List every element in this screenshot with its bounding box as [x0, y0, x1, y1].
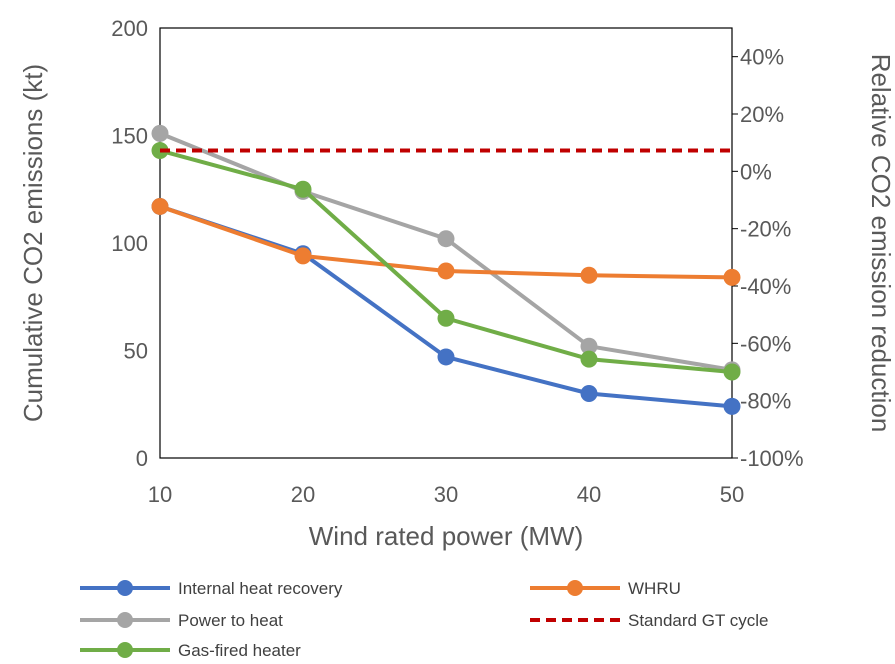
- legend: Internal heat recovery WHRU Power to heat S…: [80, 579, 768, 660]
- data-point: [151, 124, 169, 142]
- data-point: [723, 268, 741, 286]
- y2-tick-label: 20%: [740, 102, 784, 127]
- legend-item: Gas-fired heater: [80, 641, 301, 660]
- legend-marker: [117, 580, 133, 596]
- legend-marker: [117, 612, 133, 628]
- legend-marker: [567, 580, 583, 596]
- y2-tick-label: 0%: [740, 159, 772, 184]
- y2-tick-label: -100%: [740, 446, 804, 471]
- legend-item: Power to heat: [80, 611, 283, 630]
- data-point: [580, 337, 598, 355]
- legend-label: WHRU: [628, 579, 681, 598]
- legend-marker: [117, 642, 133, 658]
- legend-label: Internal heat recovery: [178, 579, 343, 598]
- data-point: [437, 262, 455, 280]
- x-tick-label: 10: [148, 482, 172, 507]
- x-tick-label: 50: [720, 482, 744, 507]
- y2-tick-label: -60%: [740, 331, 791, 356]
- series-line: [159, 148, 733, 374]
- data-point: [723, 397, 741, 415]
- data-point: [580, 266, 598, 284]
- legend-item: Standard GT cycle: [530, 611, 768, 630]
- data-point: [580, 385, 598, 402]
- y-tick-label: 0: [136, 446, 148, 471]
- data-point: [723, 363, 741, 381]
- y-tick-label: 50: [124, 339, 148, 364]
- data-point: [294, 247, 312, 265]
- x-tick-label: 30: [434, 482, 458, 507]
- x-axis-title: Wind rated power (MW): [309, 521, 584, 551]
- series-layer: [151, 124, 741, 415]
- y-tick-label: 150: [111, 124, 148, 149]
- legend-item: WHRU: [530, 579, 681, 598]
- data-point: [151, 197, 169, 215]
- y2-tick-label: 40%: [740, 45, 784, 70]
- plot-area-frame: [159, 27, 733, 459]
- legend-item: Internal heat recovery: [80, 579, 343, 598]
- data-point: [437, 309, 455, 327]
- y-axis-title: Cumulative CO2 emissions (kt): [18, 64, 48, 422]
- y-tick-label: 100: [111, 231, 148, 256]
- x-tick-label: 40: [577, 482, 601, 507]
- legend-label: Gas-fired heater: [178, 641, 301, 660]
- y2-tick-label: -40%: [740, 274, 791, 299]
- y2-tick-label: -80%: [740, 389, 791, 414]
- data-point: [437, 348, 455, 366]
- data-point: [580, 350, 598, 368]
- series-line: [159, 131, 733, 372]
- y-tick-label: 200: [111, 16, 148, 41]
- y2-axis-ticks: -100% -80% -60% -40% -20% 0% 20% 40%: [732, 45, 804, 471]
- data-point: [437, 230, 455, 248]
- y2-axis-title: Relative CO2 emission reduction: [866, 54, 895, 433]
- series-power-to-heat: [151, 124, 741, 379]
- x-tick-label: 20: [291, 482, 315, 507]
- y2-tick-label: -20%: [740, 217, 791, 242]
- data-point: [294, 180, 312, 198]
- legend-label: Standard GT cycle: [628, 611, 768, 630]
- series-gas-fired-heater: [151, 142, 741, 381]
- y-axis-ticks: 0 50 100 150 200: [111, 16, 148, 471]
- x-axis-ticks: 10 20 30 40 50: [148, 482, 744, 507]
- legend-label: Power to heat: [178, 611, 283, 630]
- series-whru: [151, 197, 741, 286]
